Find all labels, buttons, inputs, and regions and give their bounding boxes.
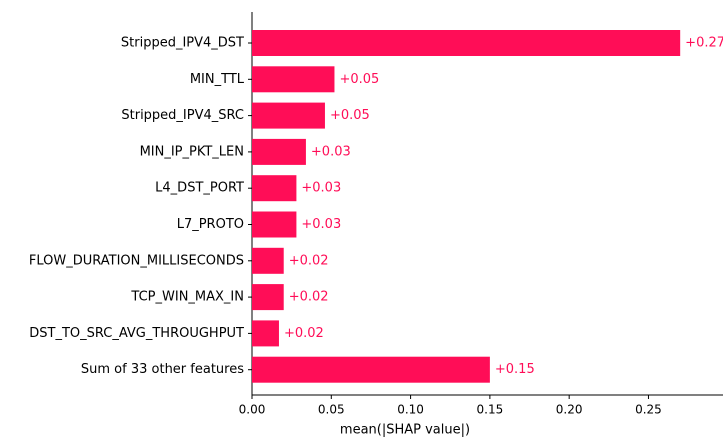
- value-label: +0.05: [330, 108, 370, 123]
- bar: [252, 284, 284, 311]
- value-label: +0.05: [339, 72, 379, 87]
- bar: [252, 247, 284, 274]
- bar: [252, 102, 325, 129]
- y-tick-label: L4_DST_PORT: [155, 181, 244, 196]
- x-tick-label: 0.00: [239, 403, 266, 417]
- value-label: +0.03: [301, 181, 341, 196]
- bar: [252, 138, 306, 165]
- value-label: +0.03: [311, 144, 351, 159]
- y-tick-label: MIN_IP_PKT_LEN: [140, 144, 244, 159]
- value-label: +0.02: [289, 253, 329, 268]
- bar: [252, 320, 279, 347]
- y-tick-label: L7_PROTO: [177, 217, 244, 232]
- y-tick-label: MIN_TTL: [190, 72, 245, 87]
- value-label: +0.02: [289, 290, 329, 305]
- value-label: +0.02: [284, 326, 324, 341]
- x-tick-label: 0.20: [556, 403, 583, 417]
- value-label: +0.27: [685, 36, 723, 51]
- value-label: +0.15: [495, 362, 535, 377]
- y-tick-label: TCP_WIN_MAX_IN: [130, 290, 244, 305]
- x-axis-label: mean(|SHAP value|): [340, 423, 470, 438]
- y-tick-label: Sum of 33 other features: [81, 362, 244, 377]
- bar: [252, 30, 681, 56]
- bar: [252, 211, 297, 238]
- bar: [252, 175, 297, 202]
- y-tick-label: DST_TO_SRC_AVG_THROUGHPUT: [29, 326, 244, 341]
- bar: [252, 356, 490, 383]
- x-tick-label: 0.25: [635, 403, 662, 417]
- x-tick-label: 0.15: [477, 403, 504, 417]
- y-tick-label: FLOW_DURATION_MILLISECONDS: [29, 253, 244, 268]
- bar: [252, 66, 335, 93]
- value-label: +0.03: [301, 217, 341, 232]
- x-tick-label: 0.10: [397, 403, 424, 417]
- y-tick-label: Stripped_IPV4_DST: [121, 36, 244, 51]
- x-tick-label: 0.05: [318, 403, 345, 417]
- y-tick-label: Stripped_IPV4_SRC: [121, 108, 244, 123]
